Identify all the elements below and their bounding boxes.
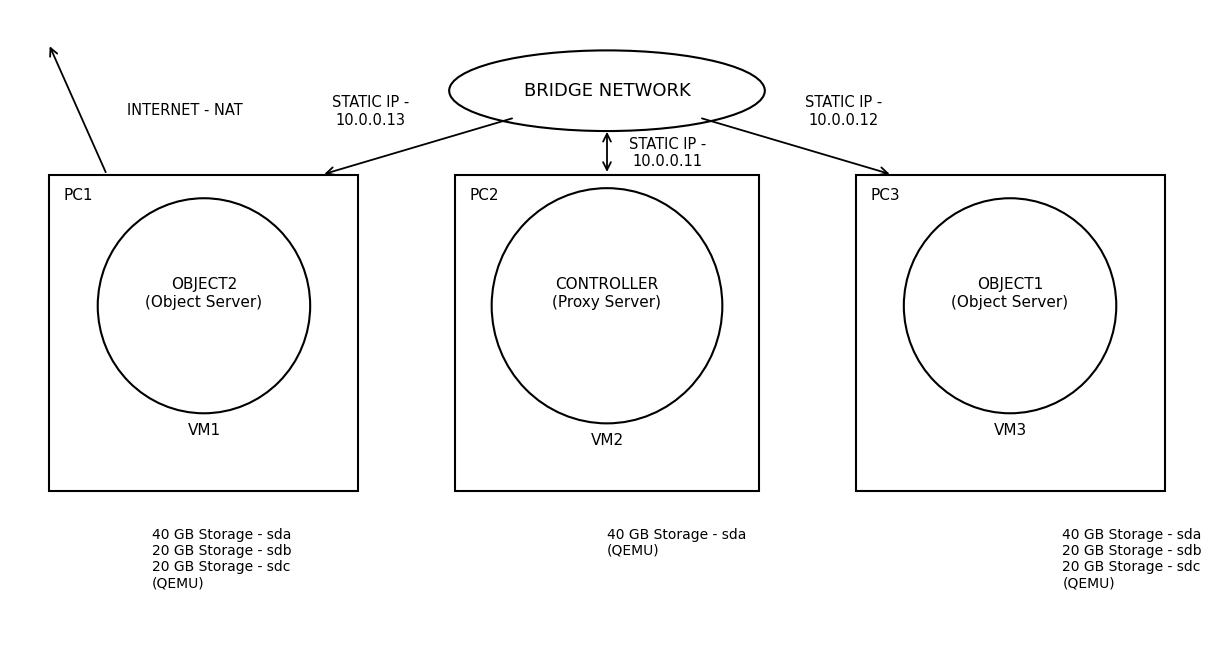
Ellipse shape <box>903 198 1117 413</box>
Text: STATIC IP -
10.0.0.12: STATIC IP - 10.0.0.12 <box>805 95 883 128</box>
Text: 40 GB Storage - sda
(QEMU): 40 GB Storage - sda (QEMU) <box>607 528 747 558</box>
Text: VM1: VM1 <box>187 423 221 438</box>
Text: 40 GB Storage - sda
20 GB Storage - sdb
20 GB Storage - sdc
(QEMU): 40 GB Storage - sda 20 GB Storage - sdb … <box>152 528 291 590</box>
Text: BRIDGE NETWORK: BRIDGE NETWORK <box>523 82 691 99</box>
Bar <box>49 175 358 491</box>
Text: VM2: VM2 <box>590 433 624 448</box>
Text: STATIC IP -
10.0.0.11: STATIC IP - 10.0.0.11 <box>629 137 707 169</box>
Text: INTERNET - NAT: INTERNET - NAT <box>127 103 243 118</box>
Ellipse shape <box>492 188 722 423</box>
Ellipse shape <box>449 50 765 131</box>
Text: STATIC IP -
10.0.0.13: STATIC IP - 10.0.0.13 <box>331 95 409 128</box>
Text: PC2: PC2 <box>470 188 499 203</box>
Text: 40 GB Storage - sda
20 GB Storage - sdb
20 GB Storage - sdc
(QEMU): 40 GB Storage - sda 20 GB Storage - sdb … <box>1062 528 1202 590</box>
Bar <box>455 175 759 491</box>
Text: CONTROLLER
(Proxy Server): CONTROLLER (Proxy Server) <box>552 278 662 310</box>
Text: PC3: PC3 <box>870 188 900 203</box>
Text: PC1: PC1 <box>63 188 92 203</box>
Text: OBJECT2
(Object Server): OBJECT2 (Object Server) <box>146 278 262 310</box>
Text: VM3: VM3 <box>993 423 1027 438</box>
Ellipse shape <box>98 198 311 413</box>
Text: OBJECT1
(Object Server): OBJECT1 (Object Server) <box>952 278 1068 310</box>
Bar <box>856 175 1165 491</box>
